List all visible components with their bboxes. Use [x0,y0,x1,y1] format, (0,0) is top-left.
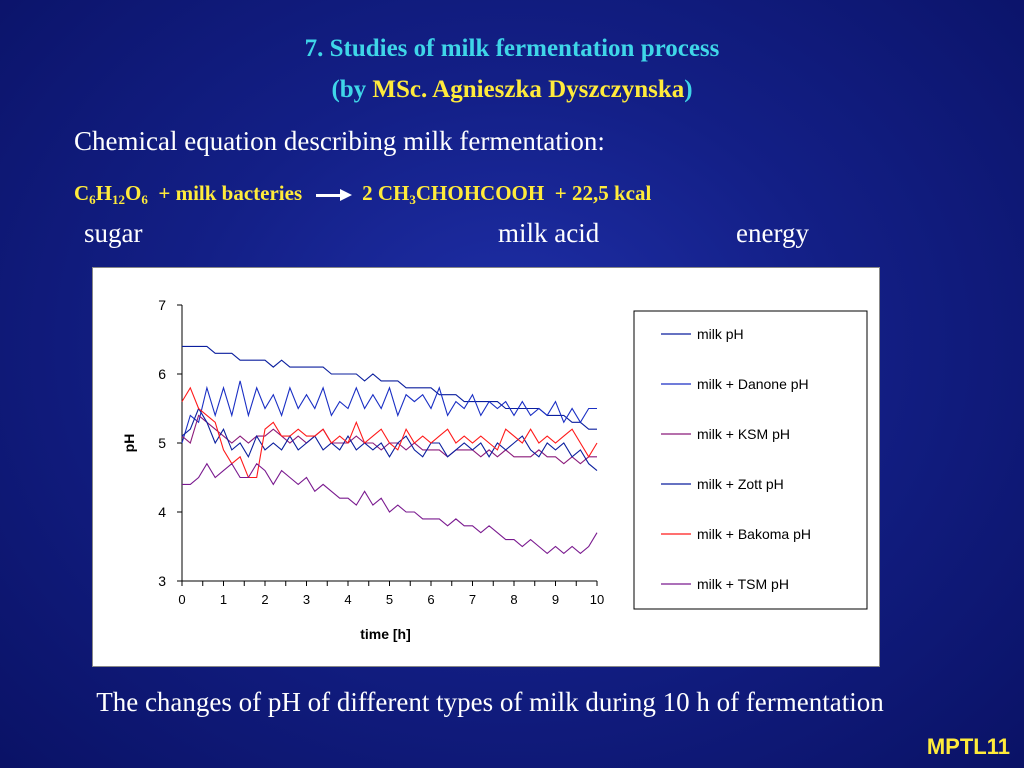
y-tick-label: 7 [158,297,166,313]
legend-label: milk + KSM pH [697,426,790,442]
label-milk-acid: milk acid [498,218,600,248]
series-line-2 [181,380,597,444]
x-tick-label: 9 [552,592,559,607]
legend-label: milk + TSM pH [697,576,789,592]
slide-title: 7. Studies of milk fermentation process [304,35,720,62]
series-line-6 [182,462,598,555]
y-tick-label: 6 [158,366,166,382]
glucose-c: C [74,181,90,205]
slide-author: (by MSc. Agnieszka Dyszczynska) [0,75,1024,105]
chemical-equation: C6H12O6 + milk bacteries 2 CH3CHOHCOOH + … [74,181,651,208]
author-name: MSc. Agnieszka Dyszczynska [372,76,685,103]
x-tick-label: 5 [386,592,393,607]
lactic-suffix: CHOHCOOH [415,181,545,205]
legend-box [633,310,868,610]
label-sugar: sugar [84,218,143,248]
glucose-o: O [125,181,142,205]
glucose-o-count: 6 [141,192,148,207]
slide-badge: MPTL11 [926,734,1010,759]
x-tick-label: 10 [590,592,604,607]
lactic-prefix: 2 CH [362,181,410,205]
lactic-count: 3 [409,192,416,207]
label-energy: energy [736,218,809,248]
legend-label: milk + Zott pH [697,476,784,492]
x-tick-label: 3 [303,592,310,607]
y-tick-label: 3 [158,573,166,589]
figure-caption: The changes of pH of different types of … [96,687,884,717]
series-line-5 [181,386,598,479]
series-line-1 [182,345,597,430]
y-axis-title: pH [121,434,137,453]
x-tick-label: 8 [510,592,517,607]
y-tick-label: 5 [158,435,166,451]
ph-line-chart: 3 4 5 6 7 0 1 2 3 4 5 6 7 8 9 10 time [h] pH milk pH milk +… [121,297,868,642]
legend-label: milk + Bakoma pH [697,526,811,542]
chart-panel: 3 4 5 6 7 0 1 2 3 4 5 6 7 8 9 10 time [h] pH milk pH milk +… [92,267,880,667]
glucose-c-count: 6 [89,192,96,207]
legend-label: milk + Danone pH [697,376,809,392]
x-tick-label: 7 [469,592,476,607]
reaction-arrow-icon [316,189,353,202]
legend-label: milk pH [697,326,744,342]
x-tick-label: 6 [427,592,434,607]
equation-heading: Chemical equation describing milk fermen… [74,126,605,156]
x-tick-label: 4 [344,592,351,607]
author-open: (by [331,76,373,103]
series-line-4 [181,407,598,472]
x-tick-label: 2 [261,592,268,607]
x-tick-label: 1 [220,592,227,607]
bacteria-term: + milk bacteries [158,181,303,205]
glucose-h-count: 12 [112,192,126,207]
author-close: ) [684,76,693,103]
x-tick-label: 0 [178,592,185,607]
energy-term: + 22,5 kcal [554,181,652,205]
glucose-h: H [95,181,113,205]
y-tick-label: 4 [158,504,166,520]
x-axis-title: time [h] [360,626,411,642]
